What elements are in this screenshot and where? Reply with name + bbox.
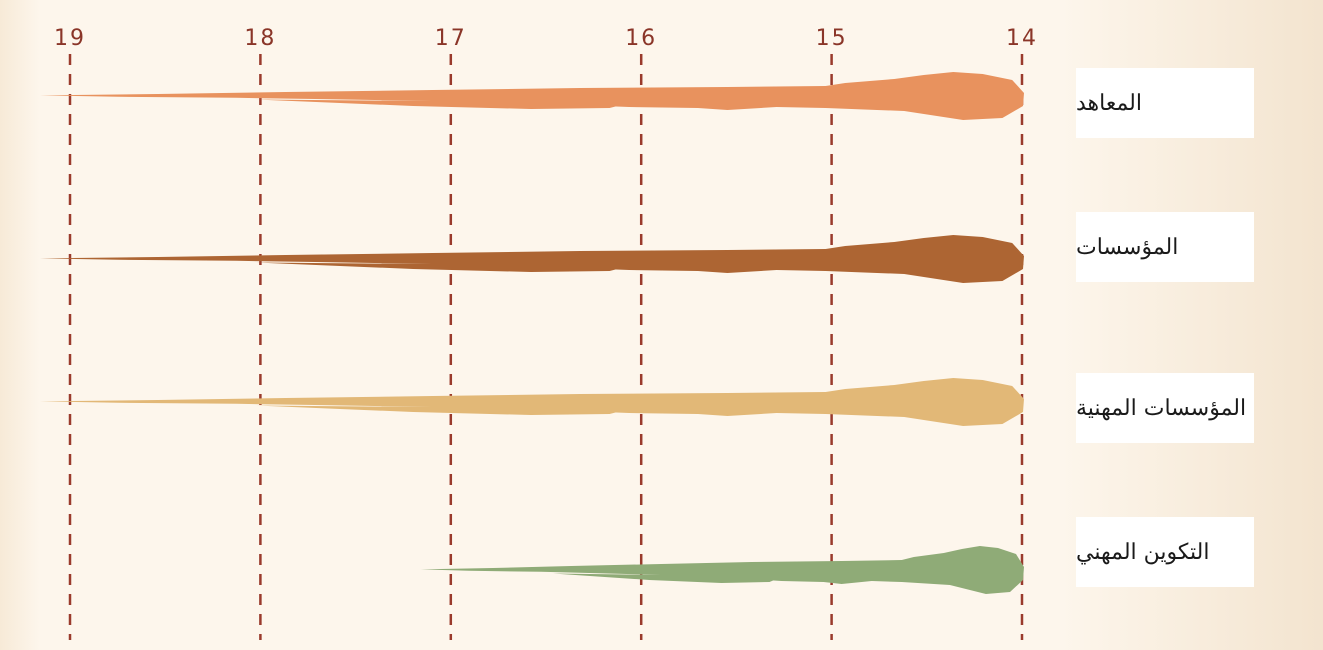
bar-4 [420,546,1024,594]
row-label-box: المعاهد [1076,68,1254,138]
bar-2 [40,235,1024,283]
bar-3 [40,378,1024,426]
tick-label: 14 [1006,26,1038,51]
row-label-box: التكوين المهني [1076,517,1254,587]
row-label-box: المؤسسات المهنية [1076,373,1254,443]
tick-label: 15 [816,26,848,51]
category-label: المؤسسات [1076,234,1179,260]
tick-label: 16 [625,26,657,51]
axis-ticks: 14 15 16 17 18 19 [54,26,1038,51]
gridlines [68,54,1024,640]
category-label: المعاهد [1076,90,1142,116]
category-label: التكوين المهني [1076,539,1210,565]
tick-label: 17 [435,26,467,51]
tick-label: 19 [54,26,86,51]
category-label: المؤسسات المهنية [1076,395,1247,421]
bar-1 [40,72,1024,120]
tick-label: 18 [244,26,276,51]
bars [40,72,1024,594]
row-label-box: المؤسسات [1076,212,1254,282]
